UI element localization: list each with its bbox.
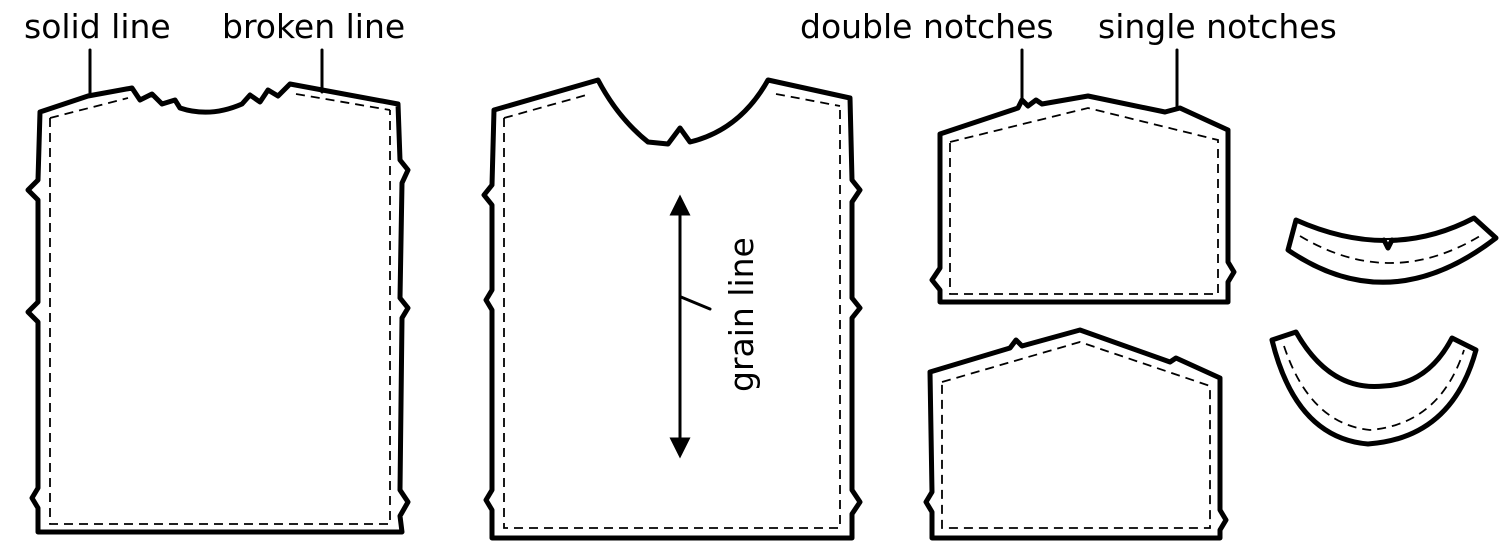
solid-line-label: solid line [24, 7, 171, 46]
broken-line-label: broken line [222, 7, 405, 46]
front-bodice-seam-line [503, 106, 841, 529]
front-bodice-piece [481, 77, 863, 541]
grain-line-leader [679, 295, 712, 311]
back-bodice-shoulder-seam [49, 93, 391, 119]
sleeve-front-cutting-line [923, 327, 1229, 541]
double-notches-label: double notches [800, 7, 1054, 46]
front-neck-facing-cutting-line [1269, 329, 1479, 447]
sleeve-back-cutting-line [929, 93, 1237, 305]
grain-line-label: grain line [722, 237, 761, 392]
front-bodice-cutting-line [481, 77, 863, 541]
sleeve-front-seam-line [941, 341, 1211, 529]
back-bodice-piece [25, 81, 411, 535]
front-neck-facing-piece [1269, 329, 1479, 447]
front-bodice-shoulder-seam [503, 93, 841, 119]
front-neck-facing-seam-line [1283, 345, 1465, 431]
back-bodice-seam-line [49, 110, 391, 525]
back-bodice-cutting-line [25, 81, 411, 535]
back-neck-facing-notch [1381, 237, 1395, 251]
back-neck-facing-cutting-line [1285, 215, 1499, 285]
back-neck-facing-seam-line [1299, 235, 1481, 264]
sleeve-piece-back [929, 93, 1237, 305]
back-neck-facing-piece [1285, 215, 1499, 285]
sleeve-piece-front [923, 327, 1229, 541]
single-notches-label: single notches [1098, 7, 1337, 46]
sleeve-back-seam-line [949, 107, 1219, 295]
